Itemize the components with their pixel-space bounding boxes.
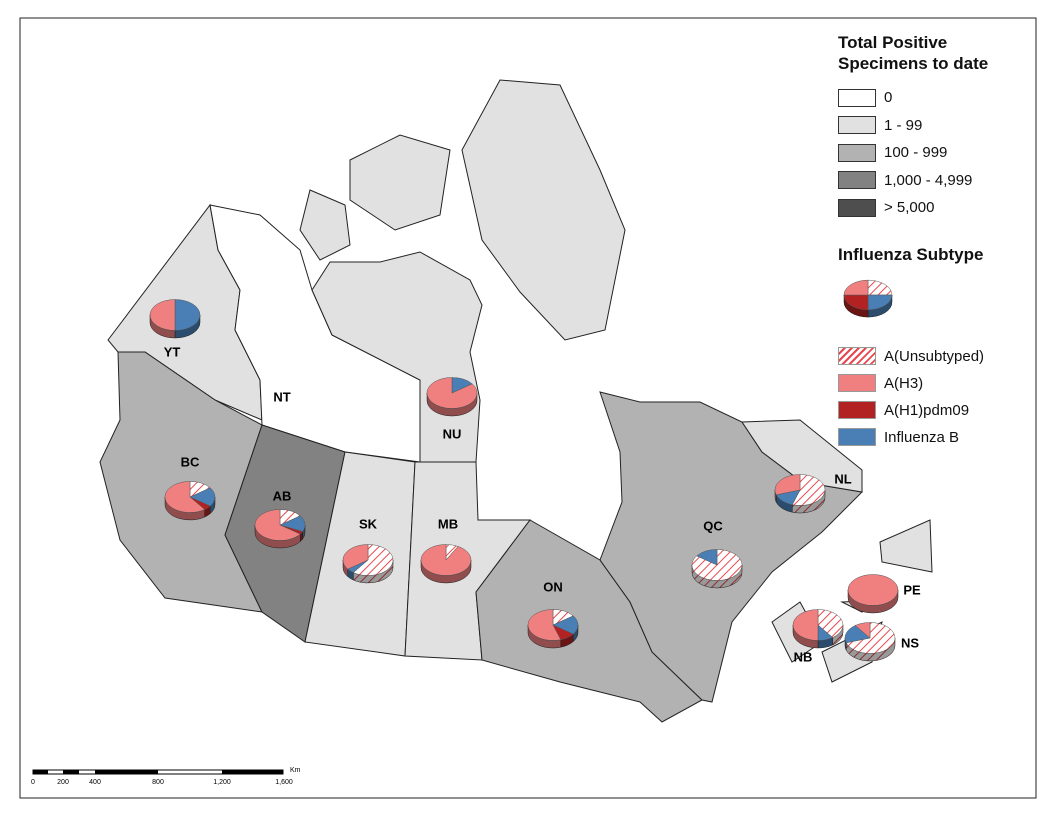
pie-slice (352, 544, 394, 576)
scale-label: 1,200 (213, 779, 231, 786)
legend-label: A(Unsubtyped) (884, 347, 985, 365)
legend-swatch (838, 347, 876, 365)
scale-label: 200 (57, 779, 69, 786)
pie-slice (843, 279, 869, 295)
province-shape (599, 391, 864, 703)
legend-row: > 5,000 (838, 194, 1018, 222)
pie-slice (164, 481, 206, 513)
legend-swatch (838, 374, 876, 392)
province-shape (741, 419, 863, 493)
pie-slice (691, 549, 743, 581)
province-shape (461, 79, 626, 341)
legend-label: > 5,000 (884, 199, 935, 217)
pie-slice (696, 549, 718, 566)
legend-swatch (838, 428, 876, 446)
province-label: SK (359, 516, 378, 531)
pies (149, 299, 899, 662)
scale-label: 0 (31, 779, 35, 786)
pie-slice (854, 622, 871, 639)
legend-label: A(H1)pdm09 (884, 401, 970, 419)
pie-slice (867, 279, 893, 295)
legend-row: A(H1)pdm09 (838, 397, 1018, 424)
province-label: NS (901, 635, 919, 650)
pie-slice (527, 609, 562, 641)
legend-swatch (838, 143, 876, 162)
legend-label: 100 - 999 (884, 144, 948, 162)
legend-row: 100 - 999 (838, 139, 1018, 167)
pie-slice (843, 294, 869, 310)
province-label: QC (703, 518, 723, 533)
legend-items: A(Unsubtyped) A(H3) A(H1)pdm09 Influenza B (838, 343, 1018, 451)
pie-slice (791, 474, 826, 506)
pie-slice (792, 609, 819, 641)
pie-slice (254, 509, 301, 541)
legend-row: 1,000 - 4,999 (838, 167, 1018, 195)
pie-slice (342, 544, 369, 570)
scale-unit: Km (290, 767, 301, 774)
scale-bar-segment (95, 770, 158, 774)
pie-slice (774, 474, 801, 496)
legend-row: A(H3) (838, 370, 1018, 397)
legend-row: 0 (838, 84, 1018, 112)
legend: Total Positive Specimens to date 0 1 - 99… (838, 32, 1018, 451)
legend-label: 0 (884, 89, 893, 107)
pie-slice (845, 622, 896, 654)
legend-swatch (838, 171, 876, 190)
scale-bar-segment (63, 770, 79, 774)
scale-label: 800 (152, 779, 164, 786)
province-label: BC (181, 454, 200, 469)
legend-label: A(H3) (884, 374, 924, 392)
legend-items: 0 1 - 99 100 - 999 1,000 - 4,999 > 5,000 (838, 84, 1018, 222)
legend-row: 1 - 99 (838, 112, 1018, 140)
legend-swatch (838, 198, 876, 217)
scale-label: 1,600 (275, 779, 293, 786)
legend-title: Influenza Subtype (838, 244, 984, 264)
legend-label: Influenza B (884, 428, 960, 446)
province-label: AB (273, 488, 292, 503)
pie-slice (817, 609, 844, 638)
pie-slice (420, 544, 472, 576)
pie-slice (847, 574, 899, 606)
province-shape (299, 189, 351, 261)
province-label: NT (273, 389, 290, 404)
legend-swatch (838, 401, 876, 419)
legend-label: 1,000 - 4,999 (884, 171, 973, 189)
province-label: PE (903, 582, 921, 597)
scale-label: 400 (89, 779, 101, 786)
pie-slice (149, 299, 176, 331)
province-label: NU (443, 426, 462, 441)
legend-swatch (838, 88, 876, 107)
province-label: NL (834, 471, 851, 486)
legend-pie (843, 279, 893, 317)
province-label: YT (164, 344, 181, 359)
scale-bar-segment (33, 770, 48, 774)
pie-slice (426, 377, 478, 409)
pie-slice (174, 299, 201, 331)
legend-title: Total Positive Specimens to date (838, 33, 989, 73)
province-shape (879, 519, 933, 573)
legend-swatch (838, 116, 876, 135)
province-label: ON (543, 579, 563, 594)
province-shape (349, 134, 451, 231)
legend-row: Influenza B (838, 424, 1018, 451)
scale-bar-segment (222, 770, 283, 774)
province-label: NB (794, 649, 813, 664)
legend-row: A(Unsubtyped) (838, 343, 1018, 370)
scale-bar: Km (32, 767, 301, 775)
legend-label: 1 - 99 (884, 116, 923, 134)
pie-slice (867, 294, 893, 310)
province-label: MB (438, 516, 458, 531)
